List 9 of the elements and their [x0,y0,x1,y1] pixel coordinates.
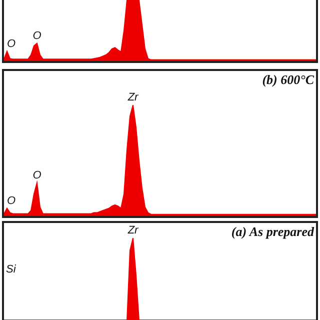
annotation: Si [6,263,16,276]
annotation: O [6,194,16,207]
annotation: O [6,38,16,50]
chart-title: (b) 600°C [262,72,314,87]
annotation: Zr [126,92,140,104]
chart-title: (a) As prepared [231,224,314,239]
annotation: Zr [126,224,140,237]
annotation: O [32,169,42,182]
annotation: O [32,30,42,42]
